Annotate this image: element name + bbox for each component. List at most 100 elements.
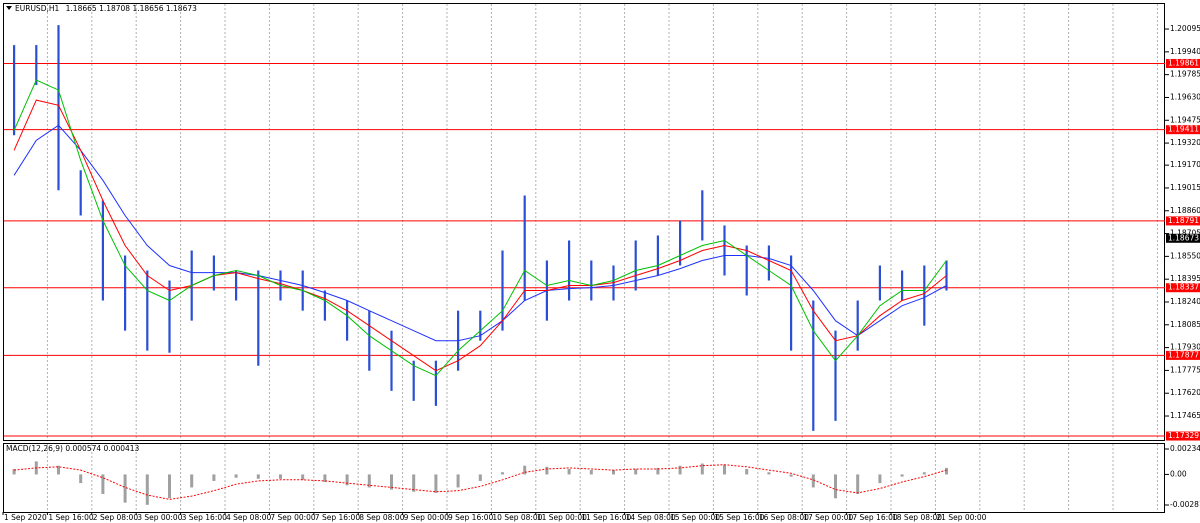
y-tick-label: 1.19940 [1170,47,1200,56]
level-label: 1.19411 [1168,125,1199,134]
quote-close: 1.18673 [166,4,197,13]
macd-histogram-bar [212,474,216,481]
x-tick-label: 11 Sep 00:00 [537,513,587,522]
macd-signal: 0.000413 [104,444,140,453]
y-tick-label: 1.18395 [1170,274,1200,283]
macd-histogram-bar [79,474,83,484]
macd-histogram-bar [279,474,282,479]
macd-histogram-bar [789,474,793,477]
macd-histogram-bar [323,474,327,483]
macd-histogram-bar [123,474,127,503]
macd-histogram-bar [57,465,60,475]
x-tick-label: 4 Sep 08:00 [226,513,272,522]
macd-histogram-bar [545,466,549,475]
macd-histogram-bar [589,470,593,475]
y-tick-label: 1.17775 [1170,365,1200,374]
x-tick-label: 15 Sep 16:00 [714,513,764,522]
y-tick-label: 1.18860 [1170,206,1200,215]
macd-histogram-bar [678,465,682,475]
x-tick-label: 10 Sep 08:00 [492,513,542,522]
x-tick-label: 18 Sep 08:00 [892,513,942,522]
y-tick-label: 1.17930 [1170,343,1200,352]
macd-histogram-bar [745,468,749,475]
y-tick-label: 1.19785 [1170,70,1200,79]
x-tick-label: 8 Sep 08:00 [359,513,405,522]
level-label: 1.18791 [1168,216,1199,225]
price-panel-frame [3,3,1165,441]
y-tick-label: 1.19320 [1170,138,1200,147]
x-tick-label: 3 Sep 16:00 [182,513,228,522]
macd-histogram-bar [367,474,371,488]
macd-histogram-bar [412,474,416,492]
level-label-bg [1166,350,1200,360]
x-tick-label: 7 Sep 16:00 [315,513,361,522]
level-label: 1.17877 [1168,350,1199,359]
level-label: 1.17329 [1168,431,1199,440]
macd-histogram-bar [834,474,837,499]
macd-title: MACD(12,26,9) [6,444,63,453]
x-tick-label: 7 Sep 00:00 [270,513,316,522]
macd-histogram-bar [922,472,926,475]
y-tick-label: 1.17465 [1170,411,1200,420]
y-tick-label: 1.19475 [1170,115,1200,124]
macd-main: 0.000574 [65,444,101,453]
macd-histogram-bar [478,474,482,481]
macd-histogram-bar [190,474,194,488]
y-tick-label: 1.18705 [1170,229,1200,238]
level-label-bg [1166,216,1200,226]
y-tick-label: 0.00 [1170,469,1187,478]
macd-histogram-bar [767,472,771,475]
collapse-icon[interactable] [6,6,12,10]
x-tick-label: 17 Sep 16:00 [848,513,898,522]
macd-histogram-bar [634,468,638,475]
macd-panel-frame [3,443,1165,513]
y-tick-label: -0.002818 [1170,500,1200,509]
macd-histogram-bar [390,474,393,490]
x-tick-label: 21 Sep 00:00 [936,513,986,522]
x-tick-label: 15 Sep 00:00 [670,513,720,522]
x-tick-label: 14 Sep 08:00 [626,513,676,522]
moving-average [13,124,947,342]
macd-histogram-bar [856,474,860,494]
level-label-bg [1166,58,1200,68]
quote-open: 1.18665 [66,4,97,13]
price-header: EURUSD,H1 1.18665 1.18708 1.18656 1.1867… [15,4,197,13]
x-tick-label: 2 Sep 08:00 [93,513,139,522]
macd-histogram-bar [723,464,726,475]
macd-histogram-bar [523,465,527,475]
macd-histogram-bar [345,474,349,486]
quote-low: 1.18656 [132,4,163,13]
y-tick-label: 1.18085 [1170,320,1200,329]
level-label-bg [1166,283,1200,293]
macd-histogram-bar [256,474,260,479]
macd-histogram-bar [501,472,504,475]
macd-signal-line [14,464,947,500]
x-tick-label: 3 Sep 00:00 [137,513,183,522]
x-tick-label: 9 Sep 00:00 [404,513,450,522]
x-tick-label: 9 Sep 16:00 [448,513,494,522]
x-tick-label: 11 Sep 16:00 [581,513,631,522]
current-price-label: 1.18673 [1168,233,1199,242]
macd-histogram-bar [612,470,615,475]
quote-high: 1.18708 [99,4,130,13]
macd-histogram-bar [101,474,105,494]
macd-histogram-bar [168,474,171,499]
macd-histogram-bar [656,467,660,475]
macd-histogram-bar [878,474,882,484]
macd-histogram-bar [945,467,948,475]
macd-histogram-bar [900,474,904,477]
level-label: 1.19861 [1168,58,1199,67]
y-tick-label: 1.18550 [1170,251,1200,260]
symbol: EURUSD,H1 [15,4,59,13]
level-label-bg [1166,431,1200,441]
macd-histogram-bar [567,468,571,475]
macd-histogram-bar [234,474,238,478]
macd-histogram-bar [700,463,704,475]
x-tick-label: 17 Sep 00:00 [803,513,853,522]
current-price-bg [1166,233,1200,243]
moving-average [13,99,947,372]
y-tick-label: 1.19015 [1170,183,1200,192]
